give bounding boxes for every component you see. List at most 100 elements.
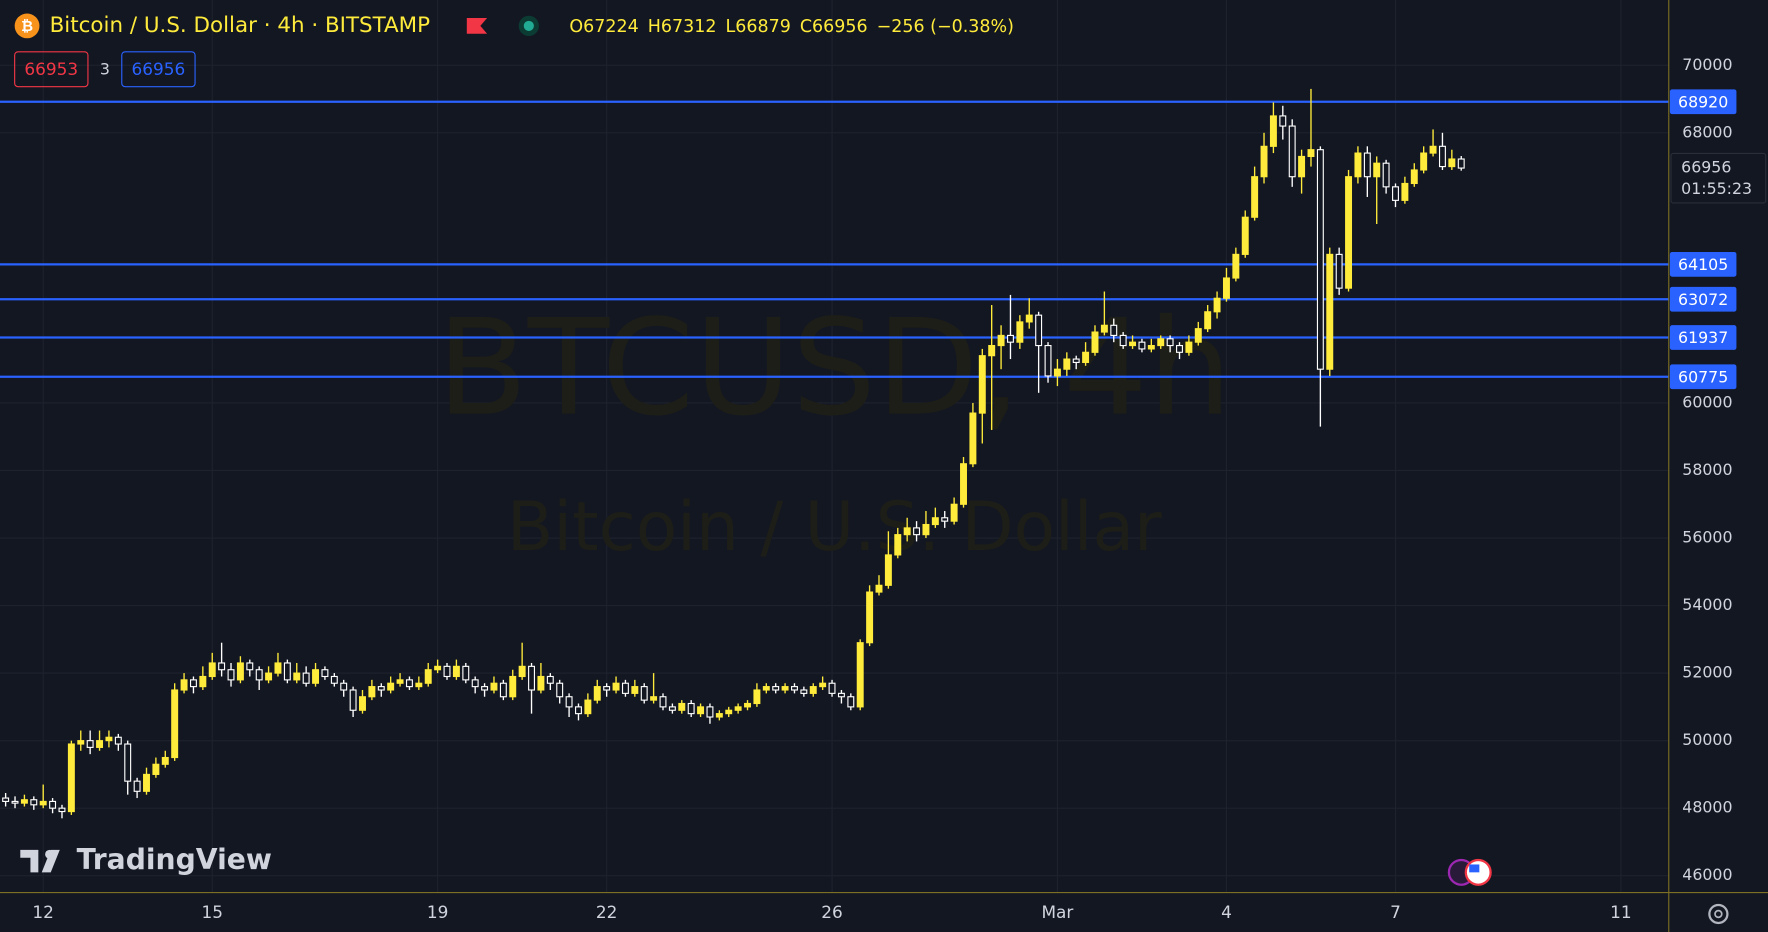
candle-body	[452, 665, 460, 678]
candle-body	[1138, 341, 1146, 350]
grid	[0, 0, 1669, 893]
market-status-dot[interactable]	[523, 20, 534, 31]
ask-box[interactable]	[121, 51, 196, 88]
settings-icon-center	[1714, 909, 1723, 919]
candle-body	[528, 665, 536, 691]
candle-body	[499, 682, 507, 698]
candle-body	[584, 699, 592, 715]
candle-body	[368, 686, 376, 698]
candle-body	[837, 692, 845, 698]
candle-body	[612, 682, 620, 691]
bitcoin-icon	[14, 13, 40, 39]
level-label: 68920	[1678, 92, 1728, 111]
candle-body	[265, 672, 273, 681]
candle-body	[856, 642, 864, 708]
candle-body	[819, 682, 827, 688]
x-tick-label: Mar	[1041, 902, 1073, 922]
candle-body	[490, 682, 498, 691]
candle-body	[415, 682, 423, 688]
candle-body	[1251, 176, 1259, 218]
candle-body	[744, 702, 751, 708]
spread: 3	[100, 59, 110, 78]
y-tick-label: 54000	[1682, 595, 1732, 614]
candle-body	[77, 740, 85, 745]
candle-body	[321, 669, 329, 678]
candle-body	[443, 665, 451, 678]
candle-body	[697, 706, 705, 715]
candle-body	[359, 696, 366, 711]
candle-body	[1147, 344, 1155, 350]
candle-body	[875, 584, 883, 593]
candle-body	[39, 800, 47, 806]
candle-body	[161, 756, 169, 765]
level-label: 63072	[1678, 290, 1728, 309]
event-flag-canton	[1469, 864, 1480, 873]
candle-body	[58, 807, 66, 813]
candle-body	[20, 799, 28, 804]
candle-body	[86, 740, 94, 748]
candle-body	[537, 675, 545, 691]
candle-body	[753, 689, 761, 705]
level-label-box	[1669, 325, 1737, 350]
candle-body	[2, 797, 10, 802]
x-tick-label: 19	[427, 902, 449, 922]
candle-body	[800, 689, 808, 694]
candle-body	[67, 743, 75, 813]
candle-body	[405, 679, 413, 688]
candle-body	[1222, 277, 1230, 299]
settings-icon[interactable]	[1708, 903, 1729, 925]
candle-body	[922, 523, 930, 536]
candle-body	[143, 773, 150, 792]
y-tick-label: 46000	[1682, 865, 1732, 884]
candle-body	[1298, 155, 1306, 178]
tradingview-logo[interactable]: TradingView	[77, 843, 272, 876]
symbol-title[interactable]: Bitcoin / U.S. Dollar · 4h · BITSTAMP	[50, 13, 431, 38]
candle-body	[1457, 158, 1465, 169]
bid-box[interactable]	[14, 51, 89, 88]
candle-body	[1129, 341, 1137, 347]
ohlc-letter: H	[648, 17, 661, 37]
candle-body	[1363, 152, 1371, 178]
candle-body	[255, 669, 263, 681]
candle-body	[603, 686, 611, 691]
candle-body	[1157, 338, 1165, 347]
ohlc-high: 67312	[661, 17, 717, 37]
candle-body	[481, 686, 489, 691]
candle-body	[1279, 115, 1287, 127]
candle-body	[621, 682, 629, 694]
candle-body	[1448, 158, 1456, 168]
candle-body	[903, 527, 911, 536]
candle-body	[659, 696, 667, 708]
candle-body	[509, 675, 517, 698]
ohlc-open: 67224	[583, 17, 639, 37]
level-label-box	[1669, 286, 1737, 312]
candle-body	[208, 662, 216, 678]
candle-body	[1288, 125, 1296, 178]
candle-body	[687, 702, 695, 715]
x-tick-label: 15	[201, 902, 223, 922]
candle-body	[518, 665, 526, 678]
y-tick-label: 70000	[1682, 55, 1732, 74]
ohlc-letter: C	[800, 17, 812, 37]
candle-body	[941, 517, 949, 522]
ohlc-low: 66879	[735, 17, 791, 37]
bid-price: 66953	[24, 59, 78, 79]
watermark-subtitle: Bitcoin / U.S. Dollar	[507, 487, 1162, 566]
candle-body	[218, 662, 226, 671]
flag-icon[interactable]	[466, 18, 488, 34]
ohlc-close: 66956	[812, 17, 868, 37]
candle-body	[1382, 162, 1390, 188]
candle-body	[1410, 169, 1418, 185]
candle-body	[1025, 314, 1033, 323]
candle-body	[236, 662, 244, 681]
y-tick-label: 52000	[1682, 663, 1732, 682]
candle-body	[734, 706, 742, 711]
ask-price: 66956	[132, 59, 186, 79]
level-label: 61937	[1678, 328, 1728, 347]
candle-body	[1401, 182, 1409, 201]
x-tick-label: 26	[821, 902, 843, 922]
ohlc-letter: L	[726, 17, 736, 37]
candle-body	[997, 334, 1005, 347]
candle-body	[96, 740, 104, 748]
